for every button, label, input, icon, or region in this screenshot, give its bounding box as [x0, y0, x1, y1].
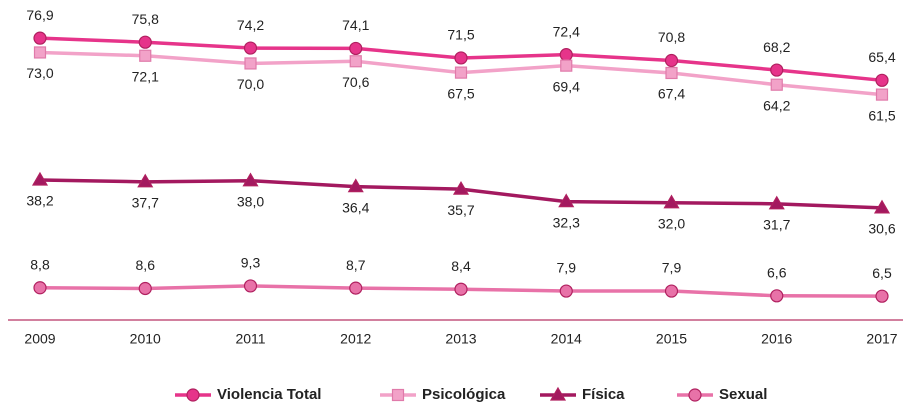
data-label: 31,7 [763, 217, 790, 233]
data-label: 64,2 [763, 97, 790, 113]
marker [664, 284, 679, 298]
data-label: 73,0 [26, 65, 53, 81]
marker [243, 279, 258, 293]
legend-item: Sexual [677, 386, 767, 403]
marker [454, 51, 468, 65]
x-tick-label: 2012 [340, 331, 371, 347]
data-label: 74,2 [237, 17, 264, 33]
legend-label: Violencia Total [217, 386, 321, 403]
marker [873, 199, 891, 214]
data-label: 70,8 [658, 29, 685, 45]
x-tick-label: 2013 [445, 331, 476, 347]
data-label: 8,7 [346, 257, 366, 273]
marker [665, 66, 678, 80]
data-label: 68,2 [763, 39, 790, 55]
marker [558, 193, 575, 208]
legend-item: Violencia Total [175, 386, 321, 403]
marker [244, 57, 257, 70]
data-label: 67,4 [658, 86, 685, 102]
data-label: 38,0 [237, 193, 264, 209]
data-label: 6,6 [767, 265, 787, 281]
marker [875, 88, 889, 101]
data-label: 8,4 [451, 258, 471, 274]
data-label: 70,0 [237, 76, 264, 92]
data-label: 32,0 [658, 215, 685, 231]
data-label: 8,6 [136, 257, 156, 273]
data-label: 36,4 [342, 199, 369, 215]
x-tick-label: 2017 [866, 331, 897, 347]
marker [243, 41, 258, 55]
x-tick-label: 2009 [24, 331, 55, 347]
data-label: 76,9 [26, 7, 53, 23]
marker [560, 59, 573, 72]
data-label: 72,1 [132, 68, 159, 84]
data-label: 6,5 [872, 265, 892, 281]
marker [454, 66, 468, 79]
marker [349, 41, 363, 56]
x-tick-label: 2011 [235, 331, 265, 347]
legend-label: Sexual [719, 386, 767, 403]
data-label: 8,8 [30, 256, 50, 272]
marker [138, 281, 152, 296]
marker [559, 284, 573, 298]
marker [33, 31, 47, 45]
marker [347, 178, 364, 193]
x-tick-label: 2010 [130, 331, 161, 347]
legend-label: Psicológica [422, 386, 506, 403]
x-tick-label: 2014 [551, 331, 582, 347]
x-tick-label: 2015 [656, 331, 687, 347]
marker [391, 388, 405, 402]
data-label: 9,3 [241, 255, 261, 271]
marker [770, 289, 784, 303]
data-label: 70,6 [342, 74, 369, 90]
data-label: 32,3 [553, 214, 580, 230]
marker [33, 281, 47, 295]
marker [452, 180, 470, 195]
data-label: 61,5 [868, 107, 895, 123]
legend-item: Física [540, 386, 625, 403]
data-label: 69,4 [553, 78, 580, 94]
data-label: 74,1 [342, 17, 369, 33]
marker [875, 289, 889, 303]
data-label: 37,7 [132, 195, 159, 211]
data-label: 71,5 [447, 27, 474, 43]
marker [186, 388, 200, 402]
data-label: 38,2 [26, 193, 53, 209]
marker [770, 63, 784, 77]
data-label: 72,4 [553, 23, 580, 39]
marker [138, 35, 152, 49]
marker [688, 388, 702, 402]
marker [663, 194, 680, 209]
marker [137, 173, 154, 188]
marker [664, 53, 679, 68]
legend-item: Psicológica [380, 386, 506, 403]
legend-label: Física [582, 386, 625, 403]
data-label: 75,8 [132, 11, 159, 27]
data-label: 7,9 [557, 260, 577, 276]
data-label: 30,6 [868, 221, 895, 237]
marker [770, 78, 783, 91]
marker [875, 73, 889, 87]
marker [349, 281, 363, 295]
data-label: 35,7 [447, 202, 474, 218]
x-tick-label: 2016 [761, 331, 792, 347]
marker [33, 46, 47, 59]
data-label: 67,5 [447, 85, 474, 101]
marker [242, 172, 259, 187]
marker [349, 55, 362, 68]
marker [559, 48, 573, 62]
data-label: 7,9 [662, 260, 682, 276]
marker [768, 195, 785, 210]
data-label: 65,4 [868, 49, 895, 65]
marker [31, 171, 49, 186]
marker [454, 282, 468, 296]
marker [549, 386, 567, 401]
marker [139, 49, 152, 62]
